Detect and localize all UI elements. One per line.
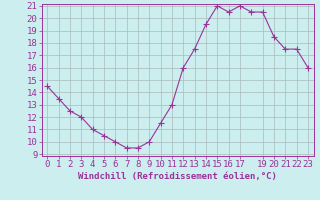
X-axis label: Windchill (Refroidissement éolien,°C): Windchill (Refroidissement éolien,°C) xyxy=(78,172,277,181)
